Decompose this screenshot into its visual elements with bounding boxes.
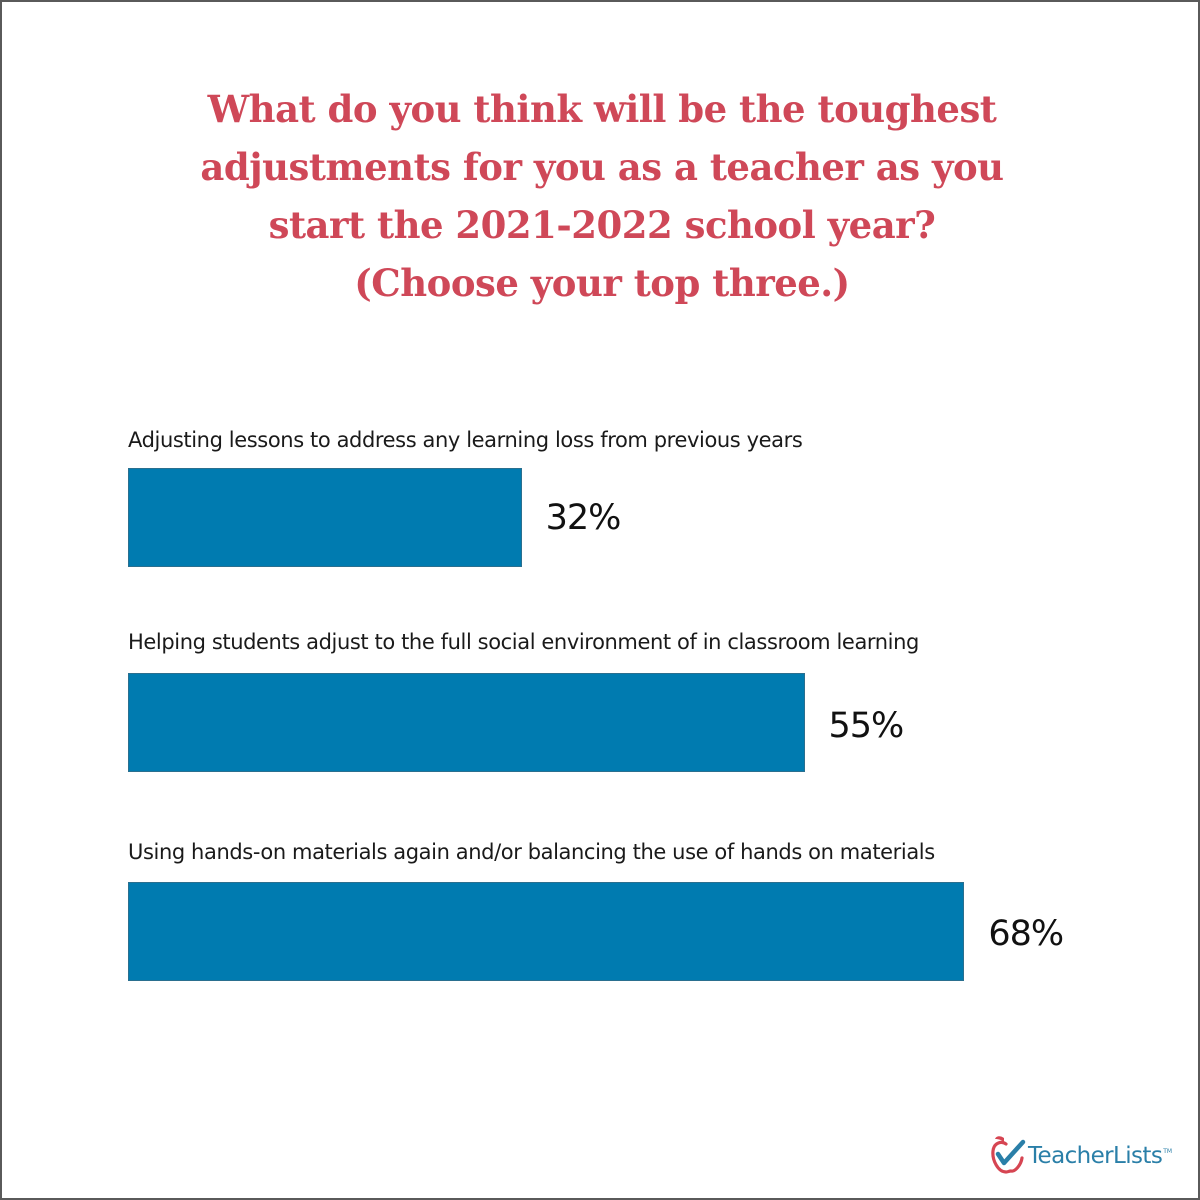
bar-value-3: 68% <box>988 914 1064 954</box>
title-line-1: What do you think will be the toughest <box>207 87 997 131</box>
title-line-3: start the 2021-2022 school year? <box>268 203 936 247</box>
apple-checkmark-icon <box>991 1136 1026 1174</box>
bar-1 <box>128 468 522 567</box>
bar-3 <box>128 882 965 981</box>
chart-title: What do you think will be the toughest a… <box>102 80 1102 312</box>
bar-label-1: Adjusting lessons to address any learnin… <box>128 428 803 452</box>
title-line-2: adjustments for you as a teacher as you <box>200 145 1004 189</box>
bar-label-2: Helping students adjust to the full soci… <box>128 630 919 654</box>
bar-value-1: 32% <box>545 498 622 538</box>
bar-value-2: 55% <box>828 706 905 746</box>
logo-text: TeacherLists <box>1028 1143 1163 1169</box>
logo-trademark: TM <box>1163 1148 1173 1155</box>
teacherlists-logo: TeacherLists TM <box>990 1134 1172 1178</box>
bar-label-3: Using hands-on materials again and/or ba… <box>128 840 935 864</box>
title-line-4: (Choose your top three.) <box>354 261 850 305</box>
bar-2 <box>128 673 805 772</box>
